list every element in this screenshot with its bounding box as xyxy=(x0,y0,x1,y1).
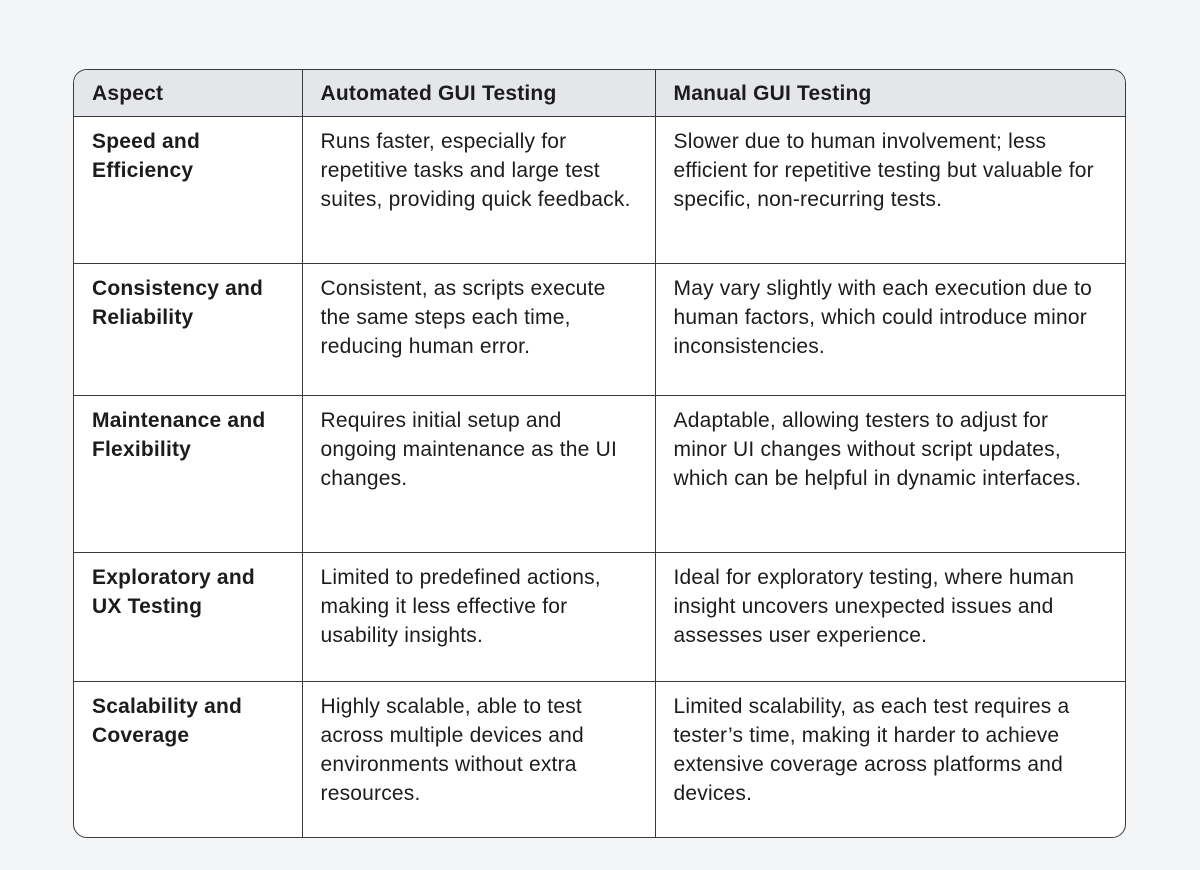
cell: Limited to predefined actions, making it… xyxy=(302,552,656,682)
cell: Requires initial setup and ongoing maint… xyxy=(302,395,656,553)
cell: Runs faster, especially for repetitive t… xyxy=(302,116,656,264)
table-row: Exploratory and UX Testing Limited to pre… xyxy=(74,552,1125,682)
header-row: Aspect Automated GUI Testing Manual GUI Te… xyxy=(74,70,1125,117)
cell: Slower due to human involvement; less ef… xyxy=(655,116,1125,264)
aspect-cell: Maintenance and Flexibility xyxy=(74,395,303,553)
cell: May vary slightly with each execution du… xyxy=(655,263,1125,396)
header-cell: Aspect xyxy=(74,70,303,117)
aspect-cell: Exploratory and UX Testing xyxy=(74,552,303,682)
table-row: Maintenance and Flexibility Requires init… xyxy=(74,395,1125,553)
cell: Ideal for exploratory testing, where hum… xyxy=(655,552,1125,682)
aspect-cell: Consistency and Reliability xyxy=(74,263,303,396)
header-cell: Automated GUI Testing xyxy=(302,70,656,117)
cell: Limited scalability, as each test requir… xyxy=(673,695,1070,805)
table-row: Consistency and Reliability Consistent, a… xyxy=(74,263,1125,396)
aspect-cell: Speed and Efficiency xyxy=(74,116,303,264)
cell: Highly scalable, able to test across mul… xyxy=(302,681,656,837)
table-row: Scalability and Coverage Highly scalable,… xyxy=(74,681,1125,837)
header-cell: Manual GUI Testing xyxy=(655,70,1125,117)
table-row: Speed and Efficiency Runs faster, especia… xyxy=(74,116,1125,264)
comparison-table: Aspect Automated GUI Testing Manual GUI Te… xyxy=(73,69,1126,838)
table: Aspect Automated GUI Testing Manual GUI Te… xyxy=(74,70,1125,837)
cell: Adaptable, allowing testers to adjust fo… xyxy=(655,395,1125,553)
cell: Consistent, as scripts execute the same … xyxy=(302,263,656,396)
aspect-cell: Scalability and Coverage xyxy=(74,681,303,837)
